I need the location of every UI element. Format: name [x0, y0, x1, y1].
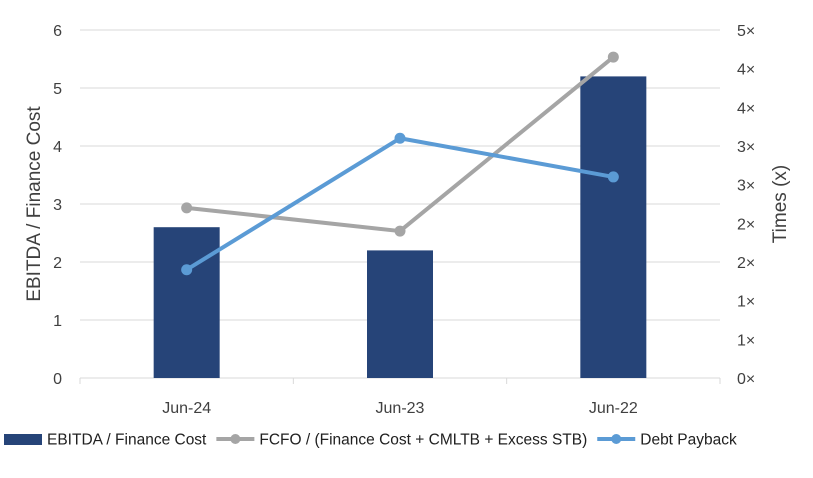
bar — [153, 227, 220, 378]
bar-series — [153, 76, 647, 379]
legend: EBITDA / Finance Cost FCFO / (Finance Cos… — [4, 432, 737, 449]
left-tick-label: 5 — [53, 81, 62, 98]
data-point — [394, 225, 406, 237]
legend-label: EBITDA / Finance Cost — [47, 432, 207, 449]
series-line — [186, 55, 615, 234]
right-axis-ticks: 0× 1× 1× 2× 2× 3× 3× 4× 4× 5× — [737, 23, 755, 388]
x-tick-label: Jun-23 — [376, 400, 425, 417]
left-tick-label: 2 — [53, 255, 62, 272]
left-tick-label: 3 — [53, 197, 62, 214]
data-point — [607, 171, 619, 183]
legend-swatch-bar — [4, 434, 42, 445]
bar — [367, 250, 433, 378]
bar — [580, 76, 647, 379]
legend-label: Debt Payback — [640, 432, 737, 449]
right-tick-label: 2× — [737, 255, 755, 272]
legend-swatch-marker — [230, 434, 241, 444]
right-tick-label: 3× — [737, 139, 755, 156]
right-tick-label: 3× — [737, 178, 755, 195]
data-point — [181, 264, 193, 276]
left-tick-label: 1 — [53, 313, 62, 330]
right-tick-label: 0× — [737, 371, 755, 388]
left-tick-label: 6 — [53, 23, 62, 40]
right-tick-label: 4× — [737, 100, 755, 117]
right-tick-label: 1× — [737, 294, 755, 311]
left-tick-label: 4 — [53, 139, 62, 156]
data-point — [181, 202, 193, 214]
left-tick-label: 0 — [53, 371, 62, 388]
legend-swatch-marker — [611, 434, 622, 444]
x-tick-label: Jun-24 — [162, 400, 211, 417]
data-point — [394, 132, 406, 144]
legend-label: FCFO / (Finance Cost + CMLTB + Excess ST… — [259, 432, 587, 449]
data-point — [607, 51, 619, 63]
x-tick-label: Jun-22 — [589, 400, 638, 417]
right-axis-title: Times (x) — [770, 165, 791, 243]
right-tick-label: 2× — [737, 216, 755, 233]
line-series — [181, 51, 619, 276]
right-tick-label: 4× — [737, 62, 755, 79]
left-axis-ticks: 0 1 2 3 4 5 6 — [53, 23, 62, 388]
left-axis-title: EBITDA / Finance Cost — [24, 106, 45, 302]
right-tick-label: 5× — [737, 23, 755, 40]
right-tick-label: 1× — [737, 332, 755, 349]
x-axis-ticks: Jun-24 Jun-23 Jun-22 — [162, 400, 638, 417]
